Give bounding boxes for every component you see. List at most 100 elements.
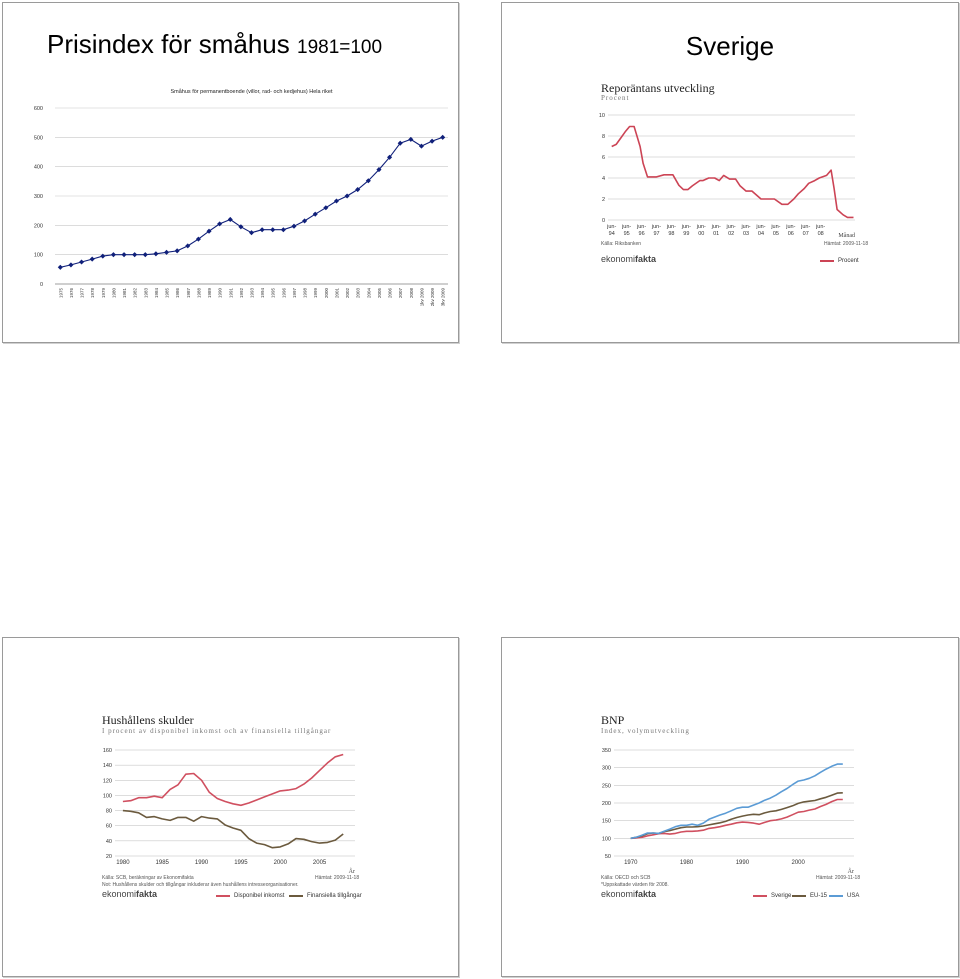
x-tick-label: 1999 (313, 288, 318, 299)
x-tick-label: 2006 (388, 288, 393, 299)
x-tick-label: 03 (743, 231, 749, 237)
data-point (132, 252, 138, 258)
x-tick-label: 98 (668, 231, 674, 237)
x-tick-label: 2004 (366, 288, 371, 299)
x-tick-label: 1997 (292, 288, 297, 299)
chart-title: Hushållens skulder (102, 713, 194, 727)
data-point (142, 252, 148, 258)
data-point (174, 248, 180, 254)
y-tick-label: 2 (602, 197, 605, 203)
x-tick-label: 02 (728, 231, 734, 237)
slide-title: Sverige (685, 31, 775, 61)
x-tick-label: jun- (666, 224, 676, 230)
legend-item-procent: Procent (820, 258, 859, 264)
data-point (344, 193, 350, 199)
y-tick-label: 250 (602, 783, 611, 789)
slide-repo-rate: Sverige Reporäntans utveckling Procent 0… (501, 2, 959, 343)
data-point (153, 251, 159, 257)
y-tick-label: 0 (602, 218, 605, 224)
y-tick-label: 4 (602, 176, 605, 182)
x-tick-label: 1996 (281, 288, 286, 299)
y-tick-label: 6 (602, 155, 605, 161)
data-point (163, 249, 170, 255)
x-tick-label: 1985 (165, 288, 170, 299)
y-tick-label: 60 (106, 824, 112, 830)
data-point (100, 253, 106, 259)
x-tick-label: 2003 (356, 288, 361, 299)
data-point (57, 264, 63, 270)
x-axis-label: Månad (838, 232, 855, 239)
data-point (397, 140, 403, 146)
x-tick-label: 07 (803, 231, 809, 237)
y-tick-label: 160 (103, 748, 112, 754)
data-point (217, 221, 223, 227)
x-tick-label: jun- (681, 224, 691, 230)
legend-item-finansiella: Finansiella tillgångar (289, 893, 362, 899)
series-line-sverige (630, 798, 843, 840)
gdp-chart: 50 100 150 200 250 300 350 1970 1980 1990 2000 År (602, 748, 854, 875)
legend-item-disponibel: Disponibel inkomst (216, 893, 284, 899)
chart-title: Småhus för permanentboende (villor, rad-… (170, 88, 332, 95)
y-tick-label: 140 (103, 763, 112, 769)
x-tick-label: jun- (770, 224, 780, 230)
y-tick-label: 600 (34, 106, 43, 112)
footnote: Not: Hushållens skulder och tillgångar i… (102, 882, 299, 888)
y-tick-label: 200 (34, 223, 43, 229)
y-tick-label: 100 (103, 793, 112, 799)
x-tick-label: jun- (755, 224, 765, 230)
data-point (323, 205, 329, 211)
data-point (291, 223, 297, 229)
x-tick-label: 1980 (111, 288, 116, 299)
source-note: Källa: SCB, beräkningar av Ekonomifakta (102, 875, 194, 881)
x-tick-label: 1970 (624, 860, 638, 866)
x-tick-label: jun- (726, 224, 736, 230)
x-tick-label: 1990 (195, 860, 209, 866)
legend-swatch (829, 895, 843, 897)
data-point (238, 224, 244, 230)
x-tick-label: jun- (696, 224, 706, 230)
chart-title: BNP (601, 713, 625, 727)
data-point (312, 211, 318, 217)
data-point (68, 262, 74, 268)
x-tick-label: 2000 (274, 860, 288, 866)
x-tick-label: 1982 (133, 288, 138, 299)
fetched-note: Hämtat: 2009-11-18 (816, 875, 861, 881)
x-tick-label: 1985 (156, 860, 170, 866)
x-axis-label: År (349, 867, 355, 875)
data-point (408, 136, 414, 142)
x-tick-label: 1978 (90, 288, 95, 299)
slide-gdp: BNP Index, volymutveckling 50 100 150 200 25… (501, 637, 959, 977)
x-tick-label: 1989 (207, 288, 212, 299)
x-tick-label: 97 (653, 231, 659, 237)
x-tick-label: 01 (713, 231, 719, 237)
data-point (248, 230, 255, 236)
data-point (110, 252, 116, 258)
slide-title: Prisindex för småhus 1981=100 (47, 29, 383, 59)
chart-title: Reporäntans utveckling (601, 81, 715, 95)
data-point (429, 138, 435, 144)
chart-subtitle: Index, volymutveckling (601, 727, 690, 735)
legend-item-usa: USA (829, 893, 859, 899)
repo-rate-line (611, 125, 854, 219)
x-tick-label: 2001 (334, 288, 339, 299)
data-point (185, 243, 191, 249)
x-tick-label: 1991 (228, 288, 233, 299)
data-point (121, 252, 127, 258)
y-tick-label: 80 (106, 809, 112, 815)
y-tick-label: 400 (34, 165, 43, 171)
series-line-usa (630, 763, 843, 840)
data-point (259, 227, 265, 233)
x-tick-label: 2000 (792, 860, 806, 866)
x-tick-label: 1987 (186, 288, 191, 299)
x-tick-label: 95 (624, 231, 630, 237)
chart-subtitle: Procent (601, 94, 630, 102)
data-point (227, 216, 233, 223)
source-note: Källa: OECD och SCB (601, 875, 651, 881)
source-note: Källa: Riksbanken (601, 241, 642, 247)
x-tick-label: 2008 (409, 288, 414, 299)
y-tick-label: 50 (605, 854, 611, 860)
y-tick-label: 120 (103, 778, 112, 784)
x-tick-label: 1980 (116, 860, 130, 866)
x-tick-label: 2007 (398, 288, 403, 299)
x-tick-label: jun- (621, 224, 631, 230)
